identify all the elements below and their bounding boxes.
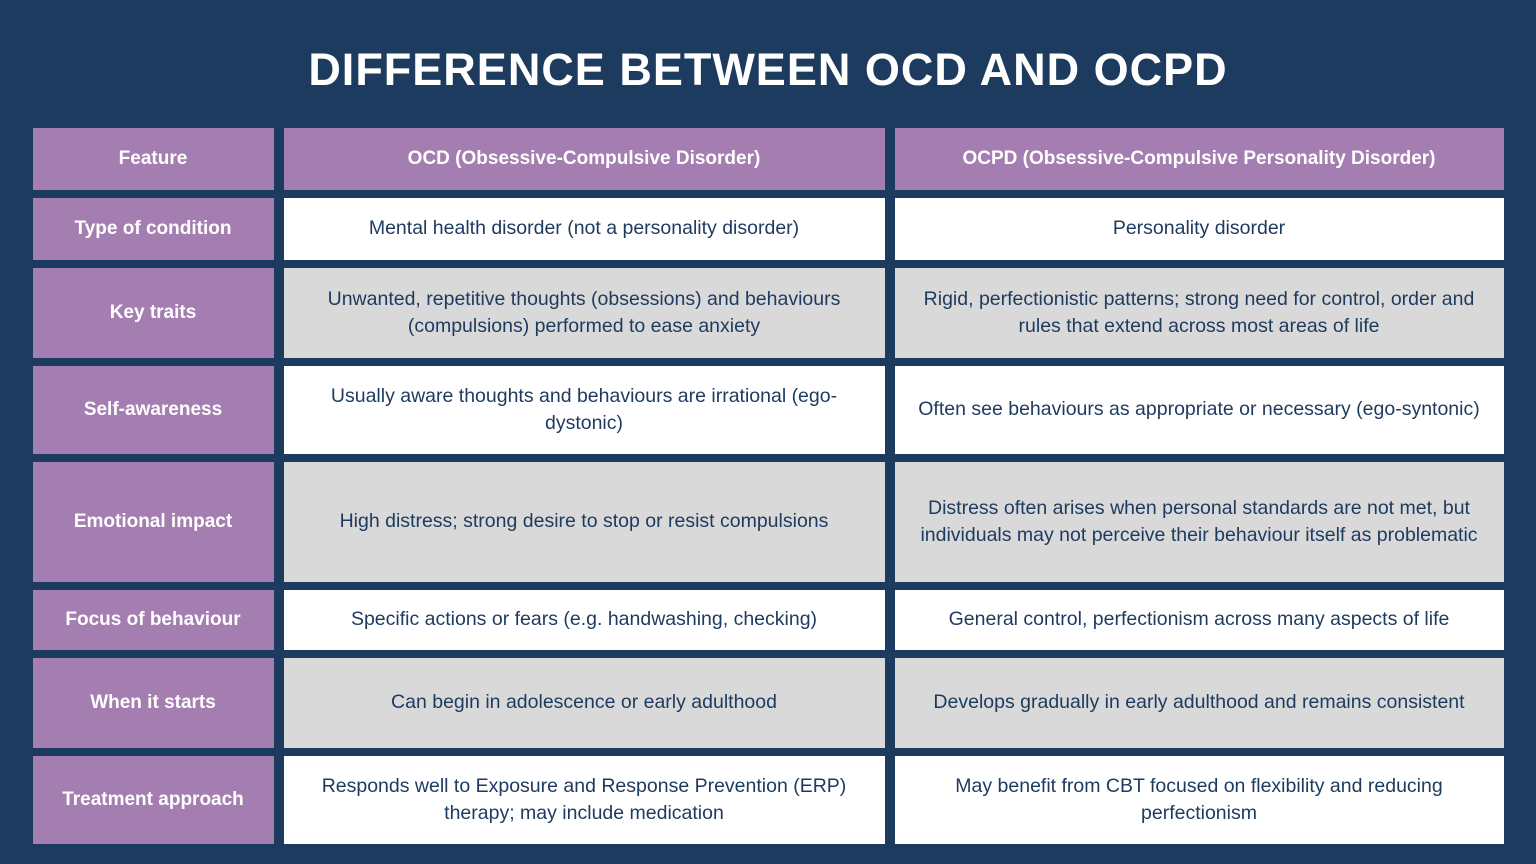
cell-key-traits-ocpd: Rigid, perfectionistic patterns; strong … — [894, 268, 1504, 358]
cell-when-it-starts-ocd: Can begin in adolescence or early adulth… — [283, 658, 885, 748]
cell-treatment-approach-ocd: Responds well to Exposure and Response P… — [283, 756, 885, 844]
row-header-key-traits: Key traits — [32, 268, 274, 358]
row-header-emotional-impact: Emotional impact — [32, 462, 274, 582]
column-header-ocpd: OCPD (Obsessive-Compulsive Personality D… — [894, 128, 1504, 190]
cell-treatment-approach-ocpd: May benefit from CBT focused on flexibil… — [894, 756, 1504, 844]
comparison-table: Feature OCD (Obsessive-Compulsive Disord… — [32, 128, 1504, 844]
column-header-feature: Feature — [32, 128, 274, 190]
cell-self-awareness-ocpd: Often see behaviours as appropriate or n… — [894, 366, 1504, 454]
cell-self-awareness-ocd: Usually aware thoughts and behaviours ar… — [283, 366, 885, 454]
cell-key-traits-ocd: Unwanted, repetitive thoughts (obsession… — [283, 268, 885, 358]
cell-when-it-starts-ocpd: Develops gradually in early adulthood an… — [894, 658, 1504, 748]
cell-focus-of-behaviour-ocd: Specific actions or fears (e.g. handwash… — [283, 590, 885, 650]
row-header-treatment-approach: Treatment approach — [32, 756, 274, 844]
row-header-focus-of-behaviour: Focus of behaviour — [32, 590, 274, 650]
row-header-type-of-condition: Type of condition — [32, 198, 274, 260]
cell-type-of-condition-ocd: Mental health disorder (not a personalit… — [283, 198, 885, 260]
cell-focus-of-behaviour-ocpd: General control, perfectionism across ma… — [894, 590, 1504, 650]
column-header-ocd: OCD (Obsessive-Compulsive Disorder) — [283, 128, 885, 190]
row-header-when-it-starts: When it starts — [32, 658, 274, 748]
cell-emotional-impact-ocd: High distress; strong desire to stop or … — [283, 462, 885, 582]
cell-type-of-condition-ocpd: Personality disorder — [894, 198, 1504, 260]
page-title: DIFFERENCE BETWEEN OCD AND OCPD — [308, 44, 1228, 95]
cell-emotional-impact-ocpd: Distress often arises when personal stan… — [894, 462, 1504, 582]
row-header-self-awareness: Self-awareness — [32, 366, 274, 454]
